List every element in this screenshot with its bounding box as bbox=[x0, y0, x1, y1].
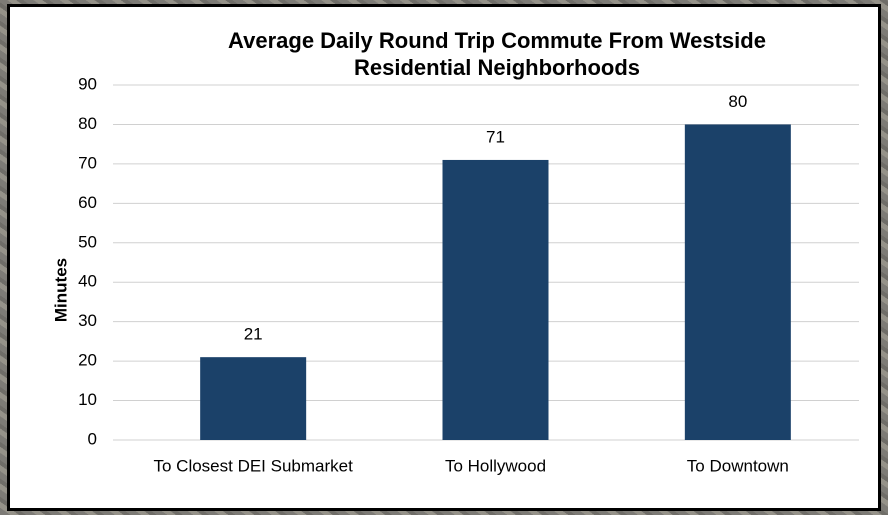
y-tick-label: 0 bbox=[88, 429, 97, 448]
y-tick-label: 80 bbox=[78, 114, 97, 133]
data-label: 21 bbox=[244, 325, 263, 344]
bar bbox=[442, 159, 549, 440]
y-tick-label: 40 bbox=[78, 272, 97, 291]
y-axis-label: Minutes bbox=[51, 258, 70, 322]
bar bbox=[684, 124, 791, 440]
x-tick-label: To Closest DEI Submarket bbox=[153, 456, 353, 475]
bar bbox=[200, 357, 307, 440]
y-tick-label: 70 bbox=[78, 153, 97, 172]
y-tick-label: 10 bbox=[78, 390, 97, 409]
y-tick-label: 20 bbox=[78, 351, 97, 370]
data-label: 80 bbox=[728, 92, 747, 111]
data-label: 71 bbox=[486, 127, 505, 146]
y-tick-label: 90 bbox=[78, 74, 97, 93]
y-tick-label: 30 bbox=[78, 311, 97, 330]
x-tick-label: To Downtown bbox=[687, 456, 789, 475]
y-tick-label: 60 bbox=[78, 193, 97, 212]
x-tick-label: To Hollywood bbox=[445, 456, 546, 475]
y-tick-label: 50 bbox=[78, 232, 97, 251]
chart-title: Average Daily Round Trip Commute From We… bbox=[228, 28, 766, 80]
